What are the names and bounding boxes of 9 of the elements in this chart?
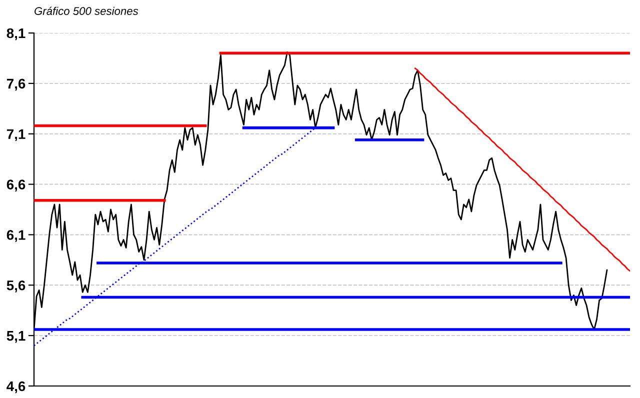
y-tick-label: 7,1 — [6, 129, 26, 142]
y-tick-label: 5,1 — [6, 331, 26, 343]
y-tick-label: 6,1 — [6, 230, 26, 242]
y-tick-label: 5,6 — [6, 280, 26, 292]
y-tick-label: 8,1 — [6, 28, 26, 40]
y-tick-label: 7,6 — [6, 78, 26, 91]
chart-title: Gráfico 500 sesiones — [34, 6, 138, 15]
y-tick-label: 4,6 — [6, 381, 26, 394]
y-tick-label: 6,6 — [6, 180, 26, 192]
